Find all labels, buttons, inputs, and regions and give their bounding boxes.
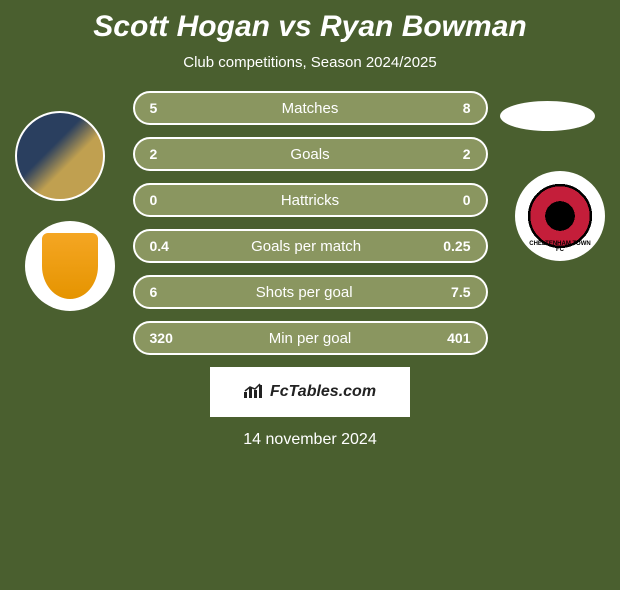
stat-left-value: 6 — [150, 284, 158, 300]
mk-dons-badge-icon — [40, 231, 100, 301]
stat-right-value: 0.25 — [443, 238, 470, 254]
stats-table: 5 Matches 8 2 Goals 2 0 Hattricks 0 0.4 … — [133, 91, 488, 355]
stat-left-value: 0 — [150, 192, 158, 208]
subtitle: Club competitions, Season 2024/2025 — [0, 54, 620, 71]
page-title: Scott Hogan vs Ryan Bowman — [0, 10, 620, 44]
stat-right-value: 401 — [447, 330, 470, 346]
stat-row-hattricks: 0 Hattricks 0 — [133, 183, 488, 217]
player1-club-badge — [25, 221, 115, 311]
player2-avatar — [500, 101, 595, 131]
stat-right-value: 7.5 — [451, 284, 470, 300]
stat-left-value: 2 — [150, 146, 158, 162]
stat-left-value: 5 — [150, 100, 158, 116]
footer-watermark: FcTables.com — [210, 367, 410, 417]
stat-right-value: 8 — [463, 100, 471, 116]
stat-row-mpg: 320 Min per goal 401 — [133, 321, 488, 355]
stat-label: Hattricks — [281, 192, 339, 209]
stat-row-matches: 5 Matches 8 — [133, 91, 488, 125]
stat-right-value: 2 — [463, 146, 471, 162]
stat-row-gpm: 0.4 Goals per match 0.25 — [133, 229, 488, 263]
chart-icon — [244, 382, 264, 403]
cheltenham-badge-text: CHELTENHAM TOWN FC — [525, 241, 595, 253]
stat-row-spg: 6 Shots per goal 7.5 — [133, 275, 488, 309]
stat-label: Shots per goal — [256, 284, 353, 301]
stat-label: Goals — [290, 146, 329, 163]
player1-avatar — [15, 111, 105, 201]
content-area: CHELTENHAM TOWN FC 5 Matches 8 2 Goals 2… — [0, 91, 620, 355]
date-text: 14 november 2024 — [0, 431, 620, 449]
footer-text: FcTables.com — [270, 383, 376, 401]
stat-label: Matches — [282, 100, 339, 117]
stat-row-goals: 2 Goals 2 — [133, 137, 488, 171]
cheltenham-badge-icon: CHELTENHAM TOWN FC — [525, 181, 595, 251]
stat-left-value: 320 — [150, 330, 173, 346]
player2-club-badge: CHELTENHAM TOWN FC — [515, 171, 605, 261]
stat-right-value: 0 — [463, 192, 471, 208]
stat-label: Min per goal — [269, 330, 352, 347]
stat-label: Goals per match — [251, 238, 361, 255]
stat-left-value: 0.4 — [150, 238, 169, 254]
